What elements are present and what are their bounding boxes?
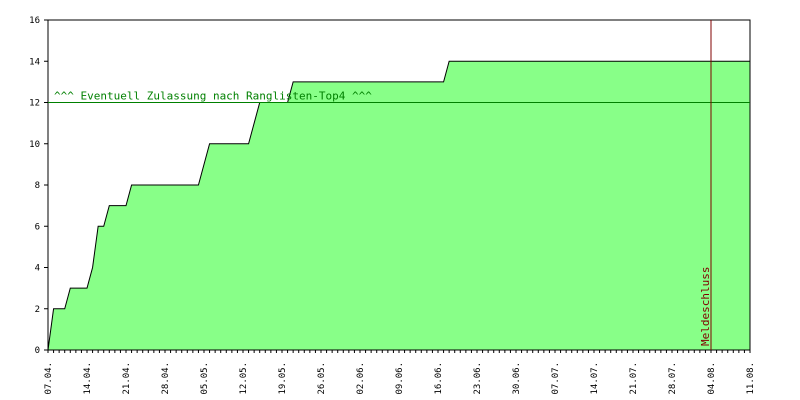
y-tick-label: 16 (29, 16, 40, 26)
x-tick-label: 11.08. (746, 362, 756, 395)
x-tick-label: 16.06. (434, 362, 444, 395)
threshold-label: ^^^ Eventuell Zulassung nach Ranglisten-… (54, 90, 372, 103)
x-tick-label: 19.05. (278, 362, 288, 395)
area-fill (48, 61, 750, 350)
x-tick-label: 28.07. (668, 362, 678, 395)
x-tick-label: 26.05. (317, 362, 327, 395)
x-tick-label: 21.04. (122, 362, 132, 395)
y-tick-label: 4 (35, 264, 40, 274)
plot-area (47, 19, 751, 351)
y-tick-label: 8 (35, 181, 40, 191)
x-tick-label: 07.07. (551, 362, 561, 395)
y-tick-label: 10 (29, 140, 40, 150)
x-tick-label: 09.06. (395, 362, 405, 395)
series-line (47, 60, 750, 351)
x-tick-label: 02.06. (356, 362, 366, 395)
deadline-label: Meldeschluss (699, 267, 712, 346)
x-tick-label: 14.07. (590, 362, 600, 395)
y-tick-label: 6 (35, 222, 40, 232)
y-tick-label: 14 (29, 57, 40, 67)
x-tick-label: 30.06. (512, 362, 522, 395)
y-axis: 0 2 4 6 8 10 12 14 16 (29, 16, 48, 356)
x-tick-label: 28.04. (161, 362, 171, 395)
x-tick-label: 12.05. (239, 362, 249, 395)
y-tick-label: 2 (35, 305, 40, 315)
annotations: ^^^ Eventuell Zulassung nach Ranglisten-… (48, 20, 750, 350)
x-tick-label: 21.07. (629, 362, 639, 395)
x-axis: 07.04. 14.04. 21.04. 28.04. 05.05. 12.05. 19.0… (44, 350, 756, 395)
x-tick-label: 23.06. (473, 362, 483, 395)
x-tick-label: 07.04. (44, 362, 54, 395)
y-tick-label: 12 (29, 99, 40, 109)
y-tick-label: 0 (35, 346, 40, 356)
x-tick-label: 05.05. (200, 362, 210, 395)
x-tick-label: 04.08. (707, 362, 717, 395)
x-tick-label: 14.04. (83, 362, 93, 395)
